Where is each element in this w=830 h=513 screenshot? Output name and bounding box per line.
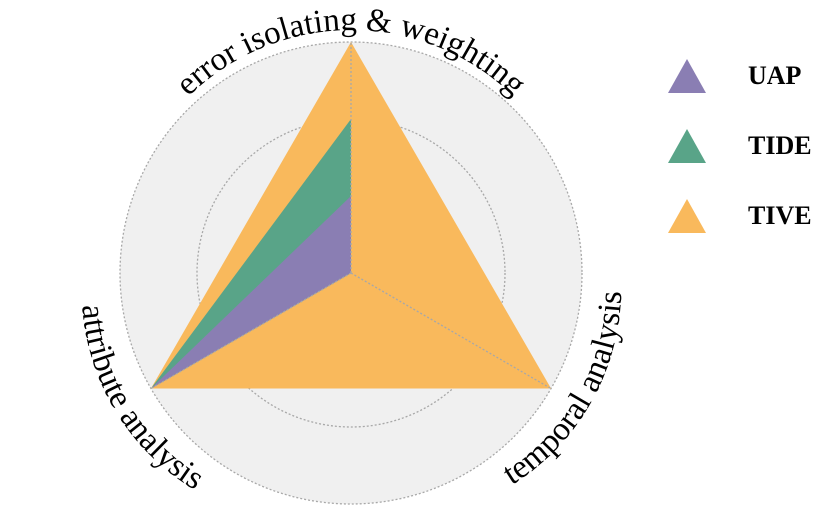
series-area-uap [150, 196, 351, 389]
spoke-3 [150, 272, 352, 390]
series-area-tide [150, 119, 351, 389]
legend-item-uap: UAP [668, 58, 828, 94]
legend-marker-uap [668, 59, 706, 93]
spoke-2 [350, 272, 552, 390]
legend-marker-tide [668, 129, 706, 163]
chart-legend: UAP TIDE TIVE [668, 58, 828, 268]
legend-label-uap: UAP [748, 61, 802, 90]
legend-label-tide: TIDE [748, 131, 812, 160]
radar-spokes [150, 42, 552, 390]
legend-marker-tive [668, 199, 706, 233]
legend-item-tide: TIDE [668, 128, 828, 164]
legend-label-tive: TIVE [748, 201, 812, 230]
legend-item-tive: TIVE [668, 198, 828, 234]
